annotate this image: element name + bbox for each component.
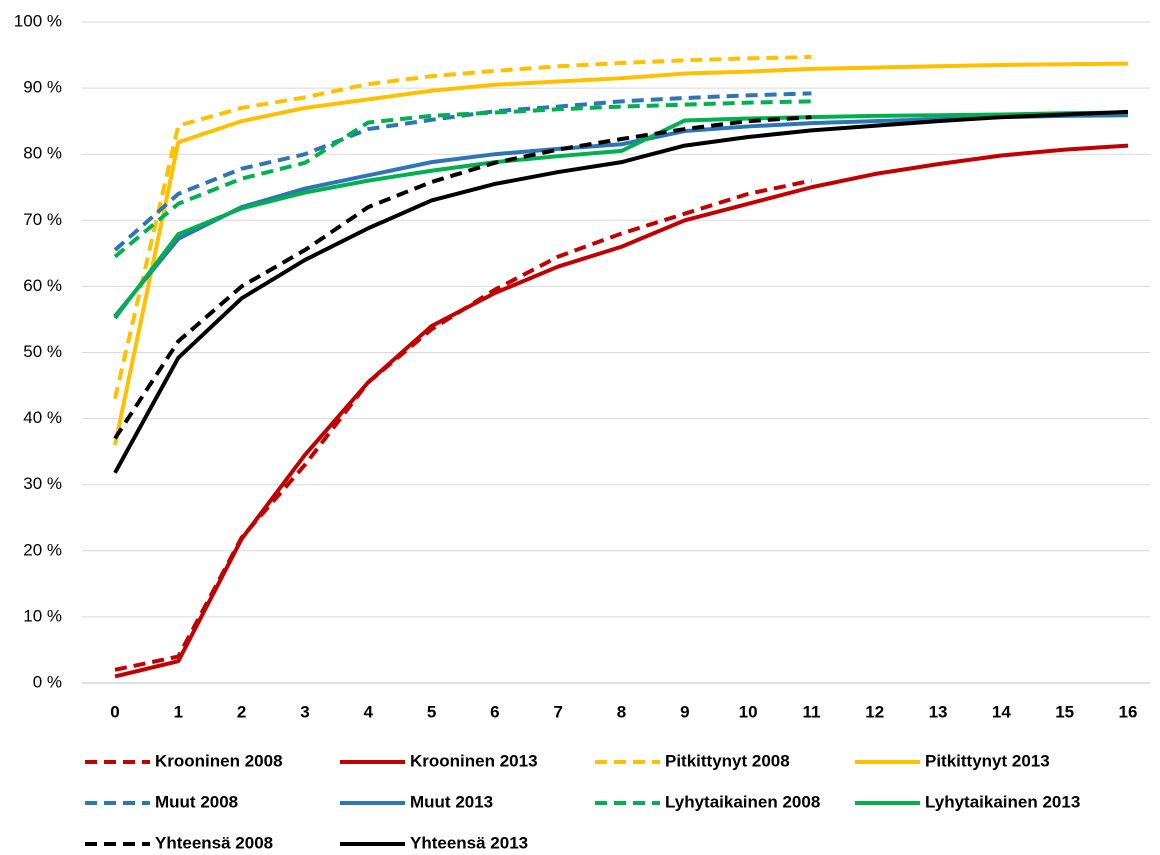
series-line — [113, 110, 1129, 320]
legend-label: Yhteensä 2013 — [410, 833, 528, 852]
legend-label: Lyhytaikainen 2008 — [665, 792, 820, 811]
series-line — [113, 99, 812, 259]
x-tick-label: 9 — [680, 702, 689, 721]
x-tick-label: 15 — [1055, 702, 1074, 721]
x-tick-label: 8 — [617, 702, 626, 721]
x-tick-label: 1 — [174, 702, 183, 721]
y-tick-label: 0 % — [33, 672, 62, 691]
x-tick-label: 3 — [300, 702, 309, 721]
legend-label: Krooninen 2008 — [155, 751, 283, 770]
x-tick-label: 6 — [490, 702, 499, 721]
x-tick-label: 16 — [1119, 702, 1138, 721]
y-tick-label: 100 % — [14, 11, 62, 30]
series-line — [113, 61, 1129, 446]
x-tick-label: 7 — [553, 702, 562, 721]
series-line — [113, 115, 812, 440]
y-tick-label: 20 % — [23, 540, 62, 559]
y-tick-label: 10 % — [23, 606, 62, 625]
y-tick-label: 30 % — [23, 474, 62, 493]
legend-label: Lyhytaikainen 2013 — [925, 792, 1080, 811]
y-tick-label: 90 % — [23, 78, 62, 97]
y-tick-label: 60 % — [23, 276, 62, 295]
y-tick-label: 70 % — [23, 210, 62, 229]
x-tick-label: 13 — [929, 702, 948, 721]
legend-label: Muut 2013 — [410, 792, 493, 811]
legend-label: Pitkittynyt 2013 — [925, 751, 1050, 770]
x-tick-label: 0 — [110, 702, 119, 721]
y-tick-label: 80 % — [23, 144, 62, 163]
y-tick-label: 50 % — [23, 342, 62, 361]
x-tick-label: 12 — [865, 702, 884, 721]
legend-label: Pitkittynyt 2008 — [665, 751, 790, 770]
series-line — [113, 109, 1129, 474]
y-tick-label: 40 % — [23, 408, 62, 427]
x-tick-label: 5 — [427, 702, 436, 721]
series-line — [113, 55, 812, 400]
x-tick-label: 4 — [364, 702, 374, 721]
x-tick-label: 2 — [237, 702, 246, 721]
legend-label: Krooninen 2013 — [410, 751, 538, 770]
series-line — [113, 91, 812, 252]
x-tick-label: 14 — [992, 702, 1011, 721]
series-line — [114, 143, 1129, 679]
legend-label: Yhteensä 2008 — [155, 833, 273, 852]
x-tick-label: 11 — [802, 702, 820, 721]
x-tick-label: 10 — [739, 702, 758, 721]
legend-label: Muut 2008 — [155, 792, 238, 811]
series-line — [114, 178, 812, 672]
